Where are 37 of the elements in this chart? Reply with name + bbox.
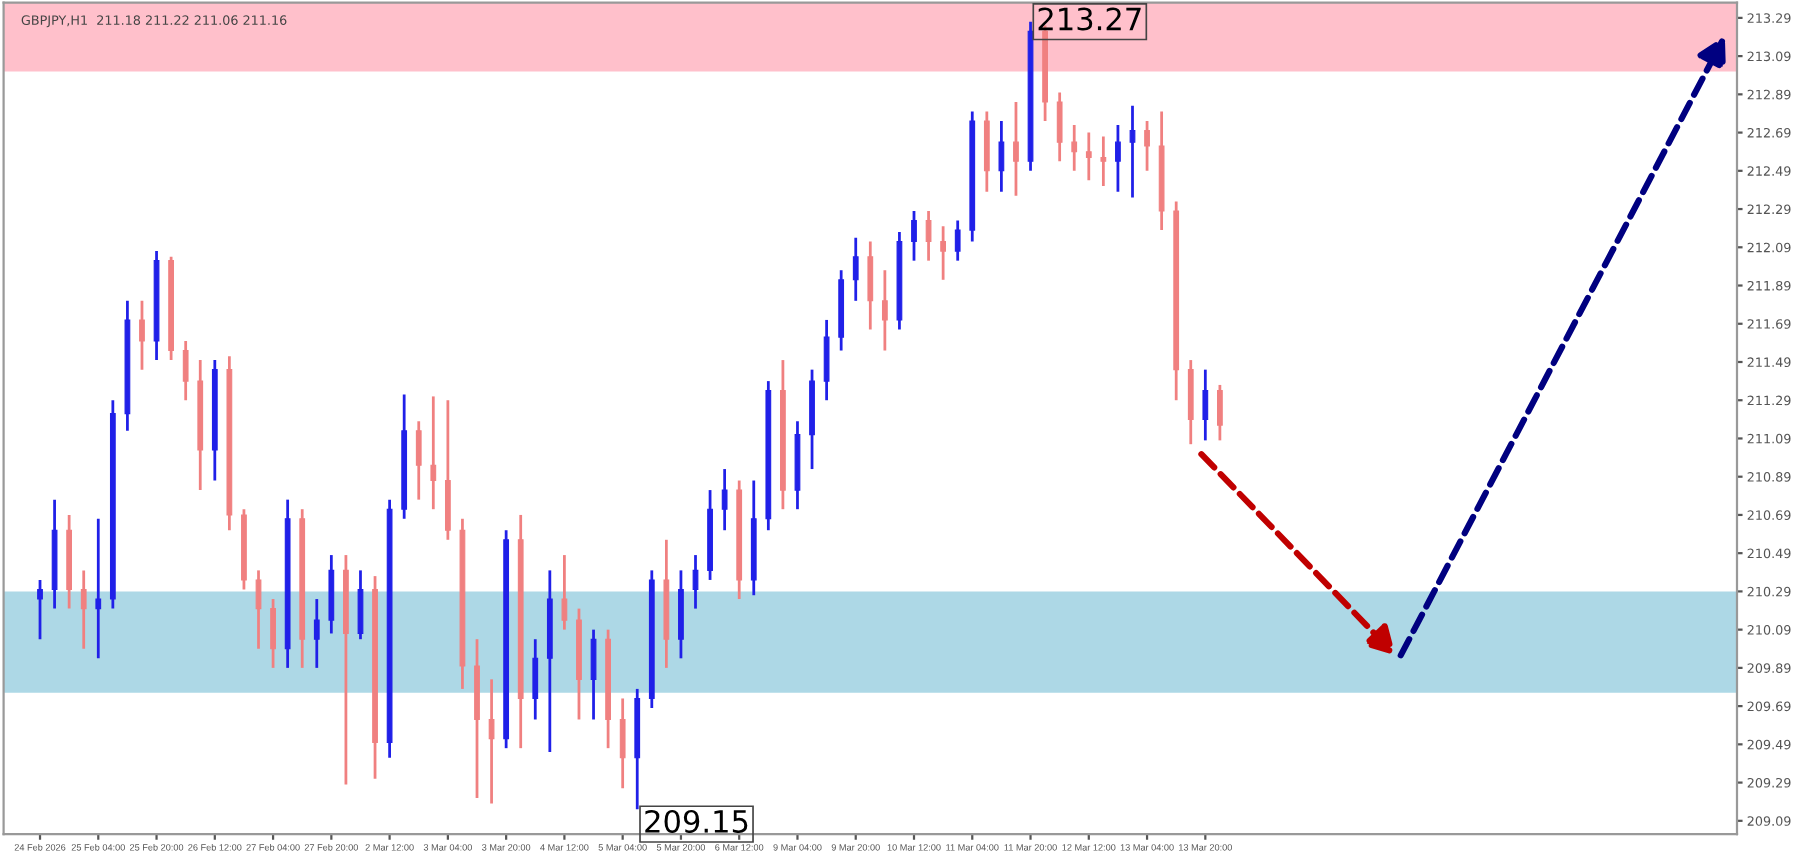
candlestick bbox=[561, 553, 568, 632]
candlestick bbox=[313, 597, 320, 670]
candlestick bbox=[488, 677, 495, 805]
candlestick bbox=[911, 209, 917, 263]
candlestick bbox=[940, 224, 947, 282]
candlestick bbox=[1100, 135, 1107, 188]
candlestick bbox=[1013, 100, 1019, 198]
candlestick bbox=[1217, 383, 1223, 442]
candlestick bbox=[139, 299, 145, 372]
candlestick bbox=[37, 578, 43, 641]
candlestick bbox=[619, 697, 626, 790]
candlestick bbox=[1129, 104, 1136, 199]
candlestick bbox=[852, 236, 859, 303]
candlestick bbox=[954, 219, 961, 263]
candlestick bbox=[270, 597, 276, 670]
annotation: 209.15 bbox=[645, 809, 748, 833]
candlestick bbox=[867, 240, 874, 331]
candlestick bbox=[1056, 91, 1063, 163]
candlestick bbox=[823, 318, 830, 402]
candlestick bbox=[532, 637, 539, 721]
candlestick bbox=[881, 268, 888, 352]
candlestick bbox=[1115, 123, 1121, 194]
candlestick bbox=[590, 628, 597, 721]
candlestick bbox=[182, 339, 189, 402]
candlestick bbox=[721, 467, 728, 532]
candlestick bbox=[1071, 123, 1078, 173]
annotation: 213.27 bbox=[1038, 7, 1141, 31]
candlestick bbox=[1144, 119, 1150, 173]
candlestick bbox=[998, 119, 1005, 194]
candlestick bbox=[80, 568, 87, 651]
candlestick bbox=[1085, 131, 1092, 182]
candlestick bbox=[95, 517, 102, 660]
candlestick bbox=[925, 209, 932, 263]
candlestick bbox=[430, 395, 437, 511]
candlestick bbox=[357, 568, 364, 641]
candlestick bbox=[415, 419, 422, 502]
candlestick bbox=[1202, 368, 1209, 442]
